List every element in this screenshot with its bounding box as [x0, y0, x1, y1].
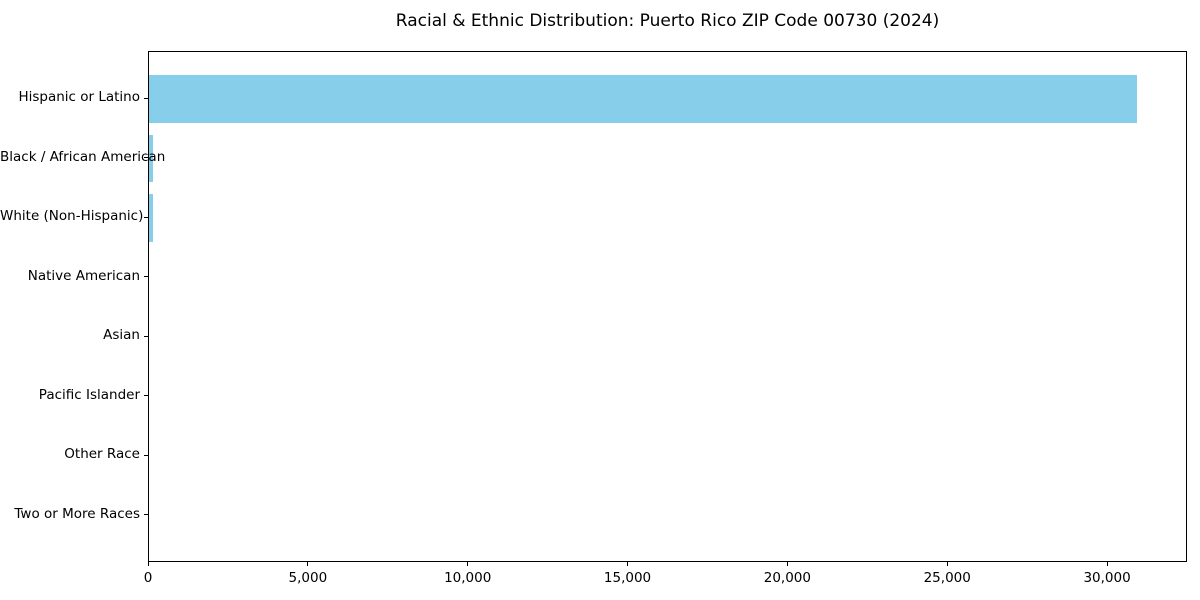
y-tick	[144, 216, 148, 218]
y-tick-label: White (Non-Hispanic)	[0, 208, 144, 225]
y-tick	[144, 335, 148, 337]
chart-title: Racial & Ethnic Distribution: Puerto Ric…	[395, 11, 940, 31]
bar	[149, 134, 153, 183]
x-tick	[467, 562, 469, 566]
x-tick	[307, 562, 309, 566]
x-tick-label: 0	[143, 570, 153, 586]
y-tick-label: Other Race	[64, 446, 140, 463]
y-tick	[144, 454, 148, 456]
plot-area	[148, 51, 1187, 562]
x-tick-label: 30,000	[1083, 570, 1131, 586]
x-tick	[627, 562, 629, 566]
x-tick-label: 15,000	[603, 570, 652, 586]
x-tick-label: 20,000	[763, 570, 811, 586]
y-tick-label: Two or More Races	[14, 505, 140, 522]
y-tick-label: Black / African American	[0, 148, 166, 165]
x-tick	[147, 562, 149, 566]
x-tick	[786, 562, 788, 566]
y-tick-label: Native American	[27, 267, 140, 284]
y-tick-label: Asian	[103, 327, 140, 344]
x-tick-label: 25,000	[923, 570, 971, 586]
y-tick-label: Hispanic or Latino	[18, 89, 140, 106]
x-tick-label: 10,000	[444, 570, 492, 586]
y-tick	[144, 97, 148, 99]
y-tick	[144, 157, 148, 159]
y-tick-label: Pacific Islander	[38, 386, 140, 403]
x-tick	[946, 562, 948, 566]
x-tick-label: 5,000	[288, 570, 328, 586]
bar	[149, 75, 1137, 123]
y-tick	[144, 276, 148, 278]
bar	[149, 194, 154, 242]
x-tick	[1106, 562, 1108, 566]
y-tick	[144, 395, 148, 397]
y-tick	[144, 514, 148, 516]
